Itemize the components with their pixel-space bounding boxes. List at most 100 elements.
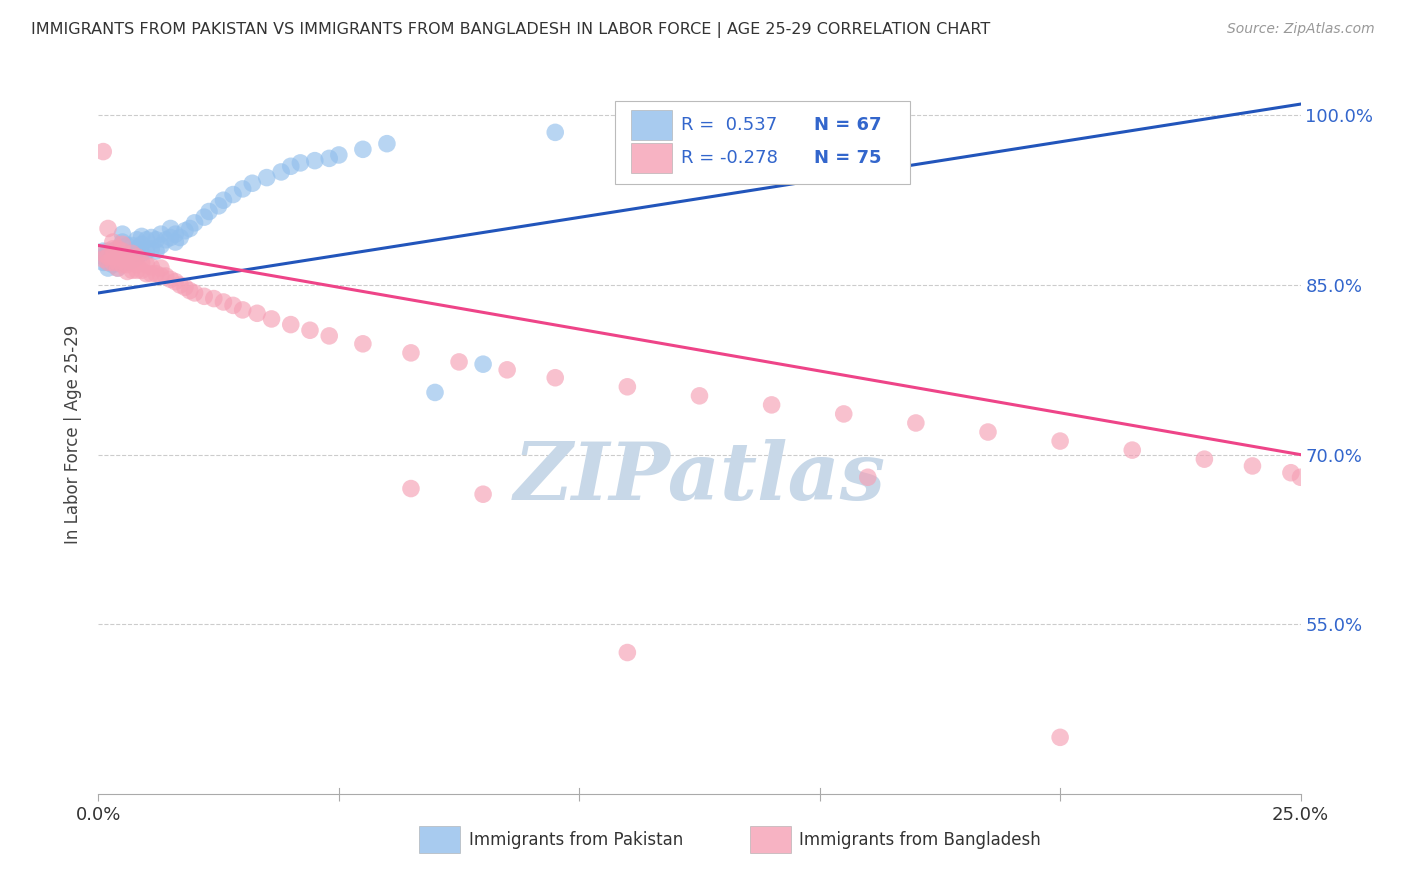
Point [107,250,129,264]
Point [117,238,139,252]
Point [260,312,283,326]
Point [111,227,134,241]
Point [117,264,139,278]
Point [111,244,134,258]
Point [91,252,114,266]
Point [121,238,143,252]
Point [125,233,148,247]
Point [328,148,350,162]
FancyBboxPatch shape [419,826,460,854]
Text: Immigrants from Bangladesh: Immigrants from Bangladesh [799,830,1040,849]
Point [1049,731,1071,745]
Point [135,267,157,281]
Point [290,156,312,170]
Point [280,318,302,332]
Y-axis label: In Labor Force | Age 25-29: In Labor Force | Age 25-29 [65,326,83,544]
Point [496,363,519,377]
Point [165,235,187,249]
Point [141,260,163,274]
Point [91,246,114,260]
Point [169,230,191,244]
Point [117,255,139,269]
Text: ZIPatlas: ZIPatlas [513,439,886,516]
Point [121,246,143,260]
Point [193,289,215,303]
Point [1289,470,1312,484]
Point [107,242,129,256]
Point [135,233,157,247]
Point [125,250,148,264]
Point [977,425,1000,439]
Point [121,255,143,269]
Point [101,249,124,263]
Point [97,250,120,264]
Text: Source: ZipAtlas.com: Source: ZipAtlas.com [1227,22,1375,37]
FancyBboxPatch shape [631,143,672,173]
Point [174,224,197,238]
Point [131,229,153,244]
Point [121,246,143,260]
Text: N = 75: N = 75 [814,149,882,167]
Point [121,263,143,277]
Point [246,306,269,320]
Point [1241,458,1264,473]
Point [91,250,114,264]
Point [149,268,172,283]
Point [117,250,139,264]
Point [101,250,124,264]
Point [202,292,225,306]
Point [183,285,205,300]
Point [399,346,422,360]
Point [97,255,120,269]
Point [111,235,134,249]
Point [447,355,470,369]
Point [141,230,163,244]
Point [179,284,201,298]
Point [107,261,129,276]
Text: Immigrants from Pakistan: Immigrants from Pakistan [468,830,683,849]
Point [97,261,120,276]
Point [399,482,422,496]
Point [91,244,114,258]
FancyBboxPatch shape [616,101,910,184]
Point [125,258,148,272]
Point [240,176,263,190]
Point [111,255,134,269]
Point [101,255,124,269]
Point [97,244,120,258]
Point [1279,466,1302,480]
Point [131,263,153,277]
Point [141,267,163,281]
Point [117,246,139,260]
Point [155,233,177,247]
Point [1049,434,1071,448]
Point [318,152,340,166]
Point [832,407,855,421]
Point [232,182,254,196]
Point [117,258,139,272]
Point [193,210,215,224]
Point [183,216,205,230]
Text: IMMIGRANTS FROM PAKISTAN VS IMMIGRANTS FROM BANGLADESH IN LABOR FORCE | AGE 25-2: IMMIGRANTS FROM PAKISTAN VS IMMIGRANTS F… [31,22,990,38]
Point [149,238,172,252]
Point [97,255,120,269]
Point [101,244,124,258]
Point [111,244,134,258]
Point [1194,452,1216,467]
Point [101,235,124,249]
Point [111,237,134,252]
Point [318,329,340,343]
Point [159,272,181,286]
Point [208,199,231,213]
Point [232,302,254,317]
Point [145,267,167,281]
Point [111,258,134,272]
Point [97,221,120,235]
Point [97,250,120,264]
Point [174,280,197,294]
Point [352,336,374,351]
Point [141,242,163,256]
Point [107,255,129,269]
Point [135,244,157,258]
Point [107,255,129,269]
